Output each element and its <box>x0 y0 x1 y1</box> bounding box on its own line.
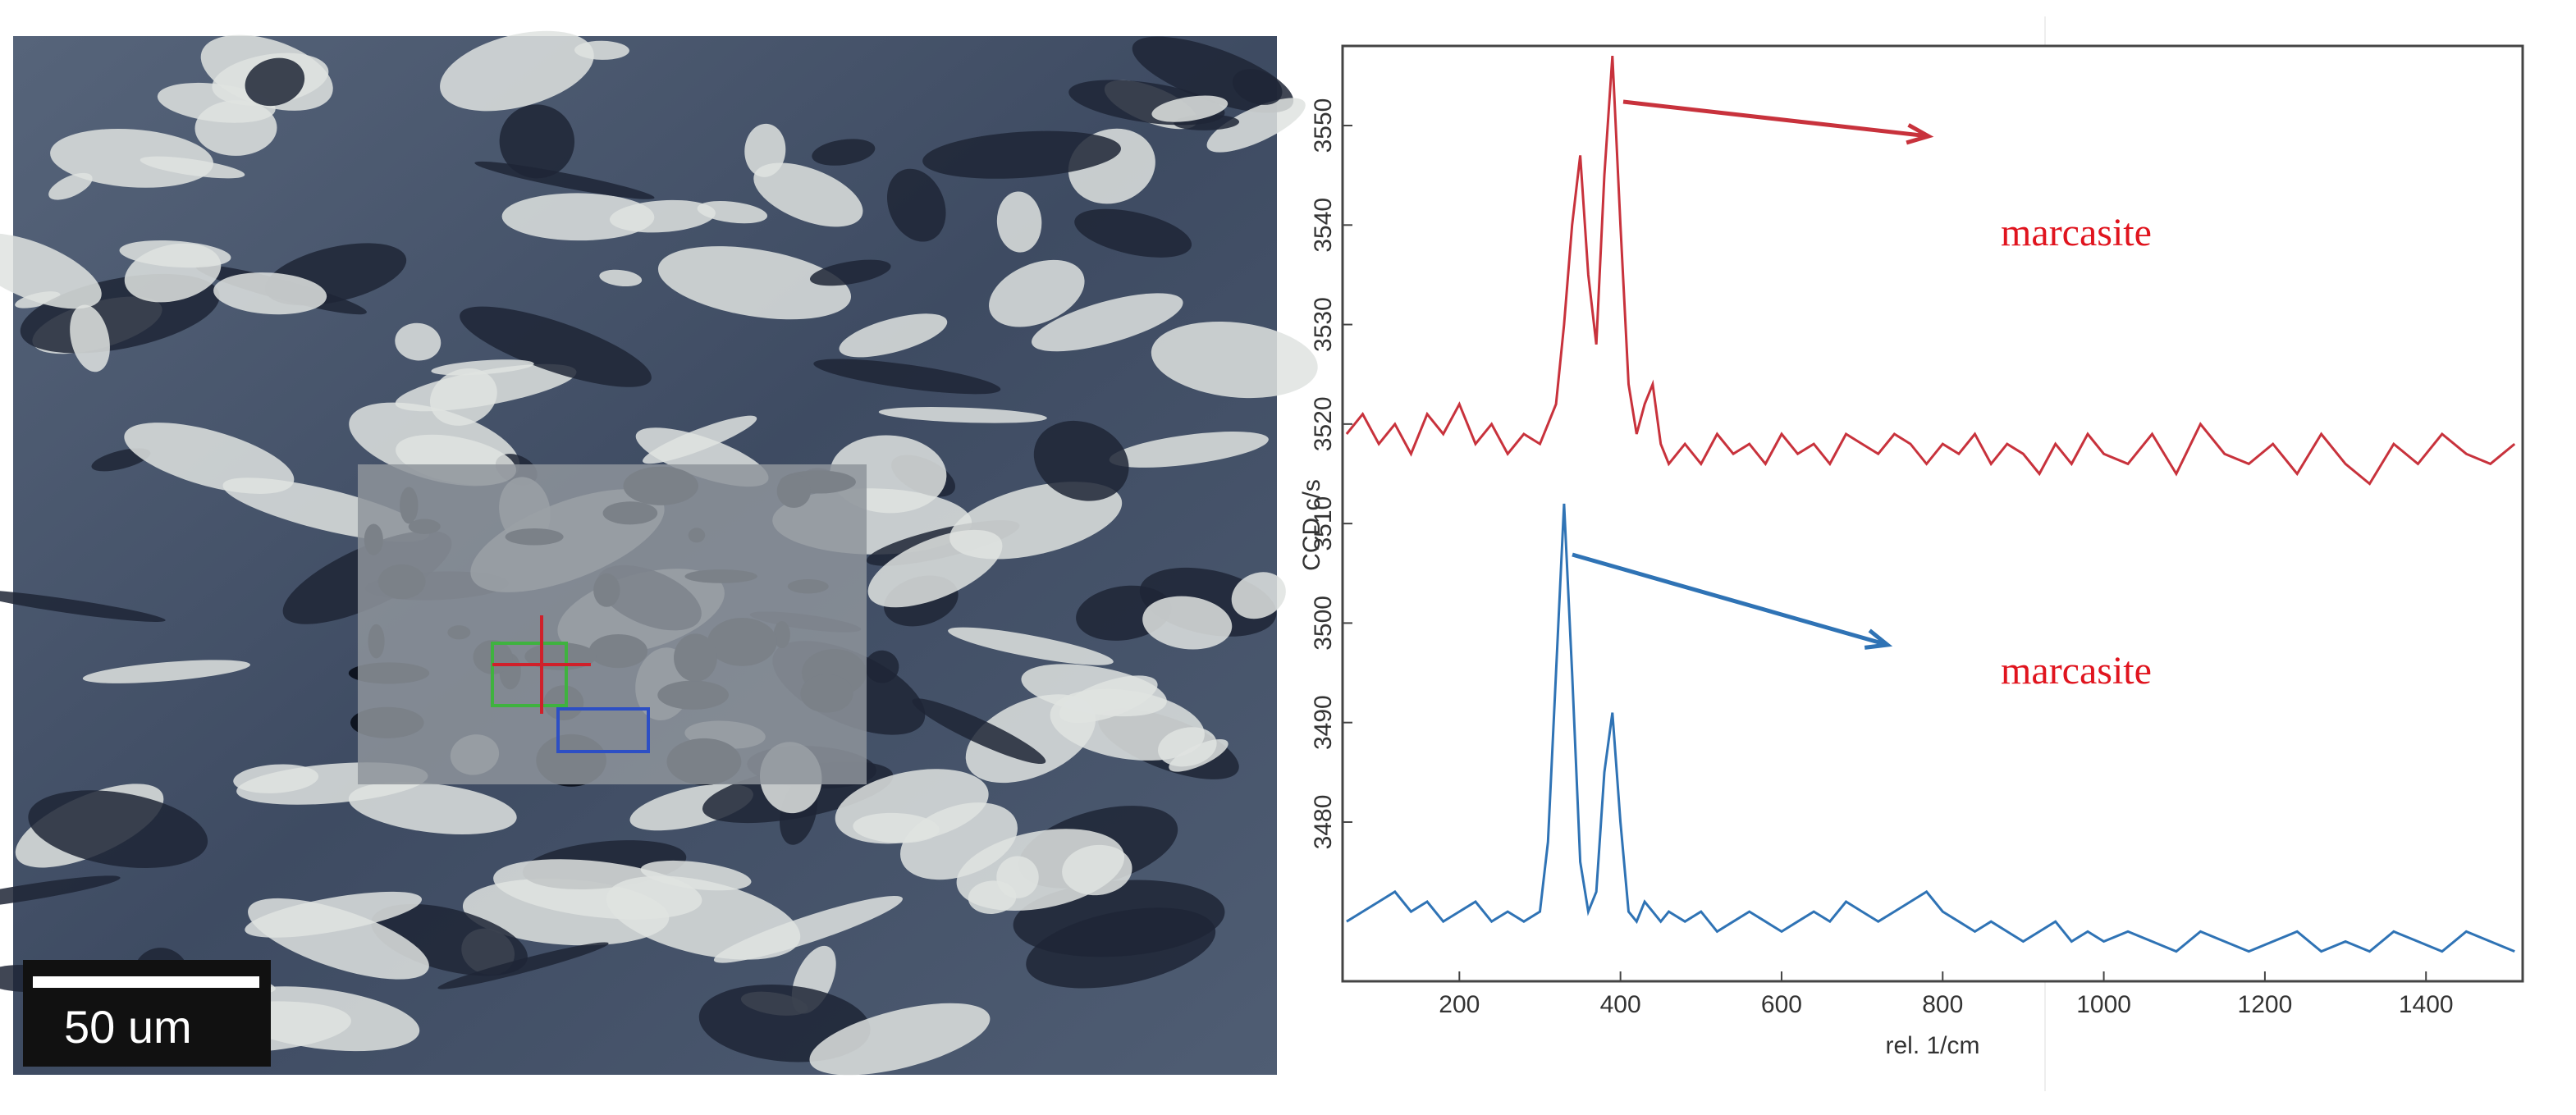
inset <box>348 464 867 787</box>
mineral-grain <box>912 698 1046 765</box>
annotation: marcasite <box>2001 211 2152 254</box>
green-marker <box>491 642 568 707</box>
mineral-grain <box>440 30 594 112</box>
mineral-grain <box>1232 69 1283 105</box>
mineral-grain <box>599 269 643 287</box>
mineral-grain <box>474 161 655 199</box>
mineral-grain <box>657 246 852 320</box>
mineral-grain <box>82 660 250 683</box>
y-tick-label: 3520 <box>1310 396 1337 451</box>
x-tick-label: 800 <box>1922 991 1963 1018</box>
mineral-grain <box>1074 208 1192 258</box>
y-tick-label: 3480 <box>1310 795 1337 850</box>
mineral-grain <box>460 306 652 387</box>
mineral-grain <box>233 764 319 793</box>
mineral-grain <box>948 627 1114 665</box>
x-tick-label: 200 <box>1439 991 1480 1018</box>
mineral-grain <box>124 423 295 494</box>
y-tick-label: 3540 <box>1310 198 1337 253</box>
y-axis-label: CCD c/s <box>1298 479 1325 571</box>
mineral-grain <box>429 368 497 426</box>
mineral-grain <box>809 1003 991 1076</box>
mineral-grain <box>50 128 214 188</box>
annotation-arrow <box>1572 552 1888 647</box>
mineral-grain <box>213 272 327 315</box>
mineral-grain <box>157 82 276 123</box>
y-tick-label: 3510 <box>1310 496 1337 551</box>
mineral-grain <box>1231 572 1286 619</box>
arrow-head <box>1864 628 1893 650</box>
mineral-grain <box>1033 420 1129 501</box>
mineral-grain <box>1142 596 1233 650</box>
mineral-grain <box>744 123 786 177</box>
mineral-grain <box>124 243 222 303</box>
mineral-grain <box>812 139 876 166</box>
y-tick-label: 3530 <box>1310 297 1337 352</box>
mineral-grain <box>0 589 166 623</box>
mineral-grain <box>1157 727 1217 767</box>
mineral-grain <box>996 856 1039 898</box>
mineral-grain <box>839 313 948 358</box>
mineral-grain <box>886 168 946 242</box>
mineral-grain <box>70 304 110 372</box>
x-tick-label: 600 <box>1761 991 1802 1018</box>
mineral-grain <box>867 529 1003 608</box>
mineral-grain <box>878 407 1047 423</box>
mineral-grain <box>437 942 609 989</box>
mineral-grain <box>431 359 534 376</box>
arrow-head <box>1906 123 1934 145</box>
mineral-grain <box>989 259 1085 327</box>
scale-label: 50 um <box>64 1001 192 1053</box>
mineral-grain <box>1109 432 1269 468</box>
mineral-grain <box>1206 98 1306 153</box>
mineral-grain <box>248 898 429 980</box>
x-tick-label: 400 <box>1600 991 1641 1018</box>
mineral-grain <box>809 259 891 286</box>
x-tick-label: 1400 <box>2399 991 2454 1018</box>
plot-frame <box>1341 44 2524 983</box>
y-tick-label: 3550 <box>1310 98 1337 153</box>
mineral-grain <box>395 322 442 361</box>
mineral-grain <box>813 359 1001 395</box>
annotation-arrow <box>1622 99 1929 139</box>
mineral-grain <box>1151 322 1318 399</box>
annotation: marcasite <box>2001 649 2152 692</box>
y-tick-label: 3500 <box>1310 596 1337 651</box>
series-line <box>1346 503 2515 953</box>
mineral-grain <box>1032 293 1183 352</box>
mineral-grain <box>574 40 629 60</box>
mineral-grain <box>1151 95 1229 122</box>
mineral-grain <box>697 201 768 224</box>
mineral-grain <box>1062 844 1132 896</box>
mineral-grain <box>499 104 575 179</box>
x-tick-label: 1000 <box>2076 991 2131 1018</box>
series-line <box>1345 55 2516 486</box>
mineral-grain <box>865 650 899 683</box>
mineral-grain <box>28 790 208 869</box>
mineral-grain <box>922 130 1121 179</box>
mineral-grain <box>835 769 989 844</box>
mineral-grain <box>501 193 655 241</box>
mineral-grain <box>48 172 93 200</box>
inset-frame <box>358 464 867 784</box>
x-axis-label: rel. 1/cm <box>1885 1032 1979 1059</box>
mineral-grain <box>0 875 121 910</box>
mineral-grain <box>606 875 801 960</box>
blue-marker <box>556 707 650 753</box>
mineral-grain <box>245 57 305 107</box>
mineral-grain <box>996 191 1042 253</box>
mineral-grain <box>753 162 863 227</box>
mineral-grain <box>348 782 517 834</box>
x-tick-label: 1200 <box>2238 991 2293 1018</box>
mineral-grain <box>0 233 102 309</box>
y-tick-label: 3490 <box>1310 695 1337 750</box>
scale-bar <box>33 976 259 988</box>
